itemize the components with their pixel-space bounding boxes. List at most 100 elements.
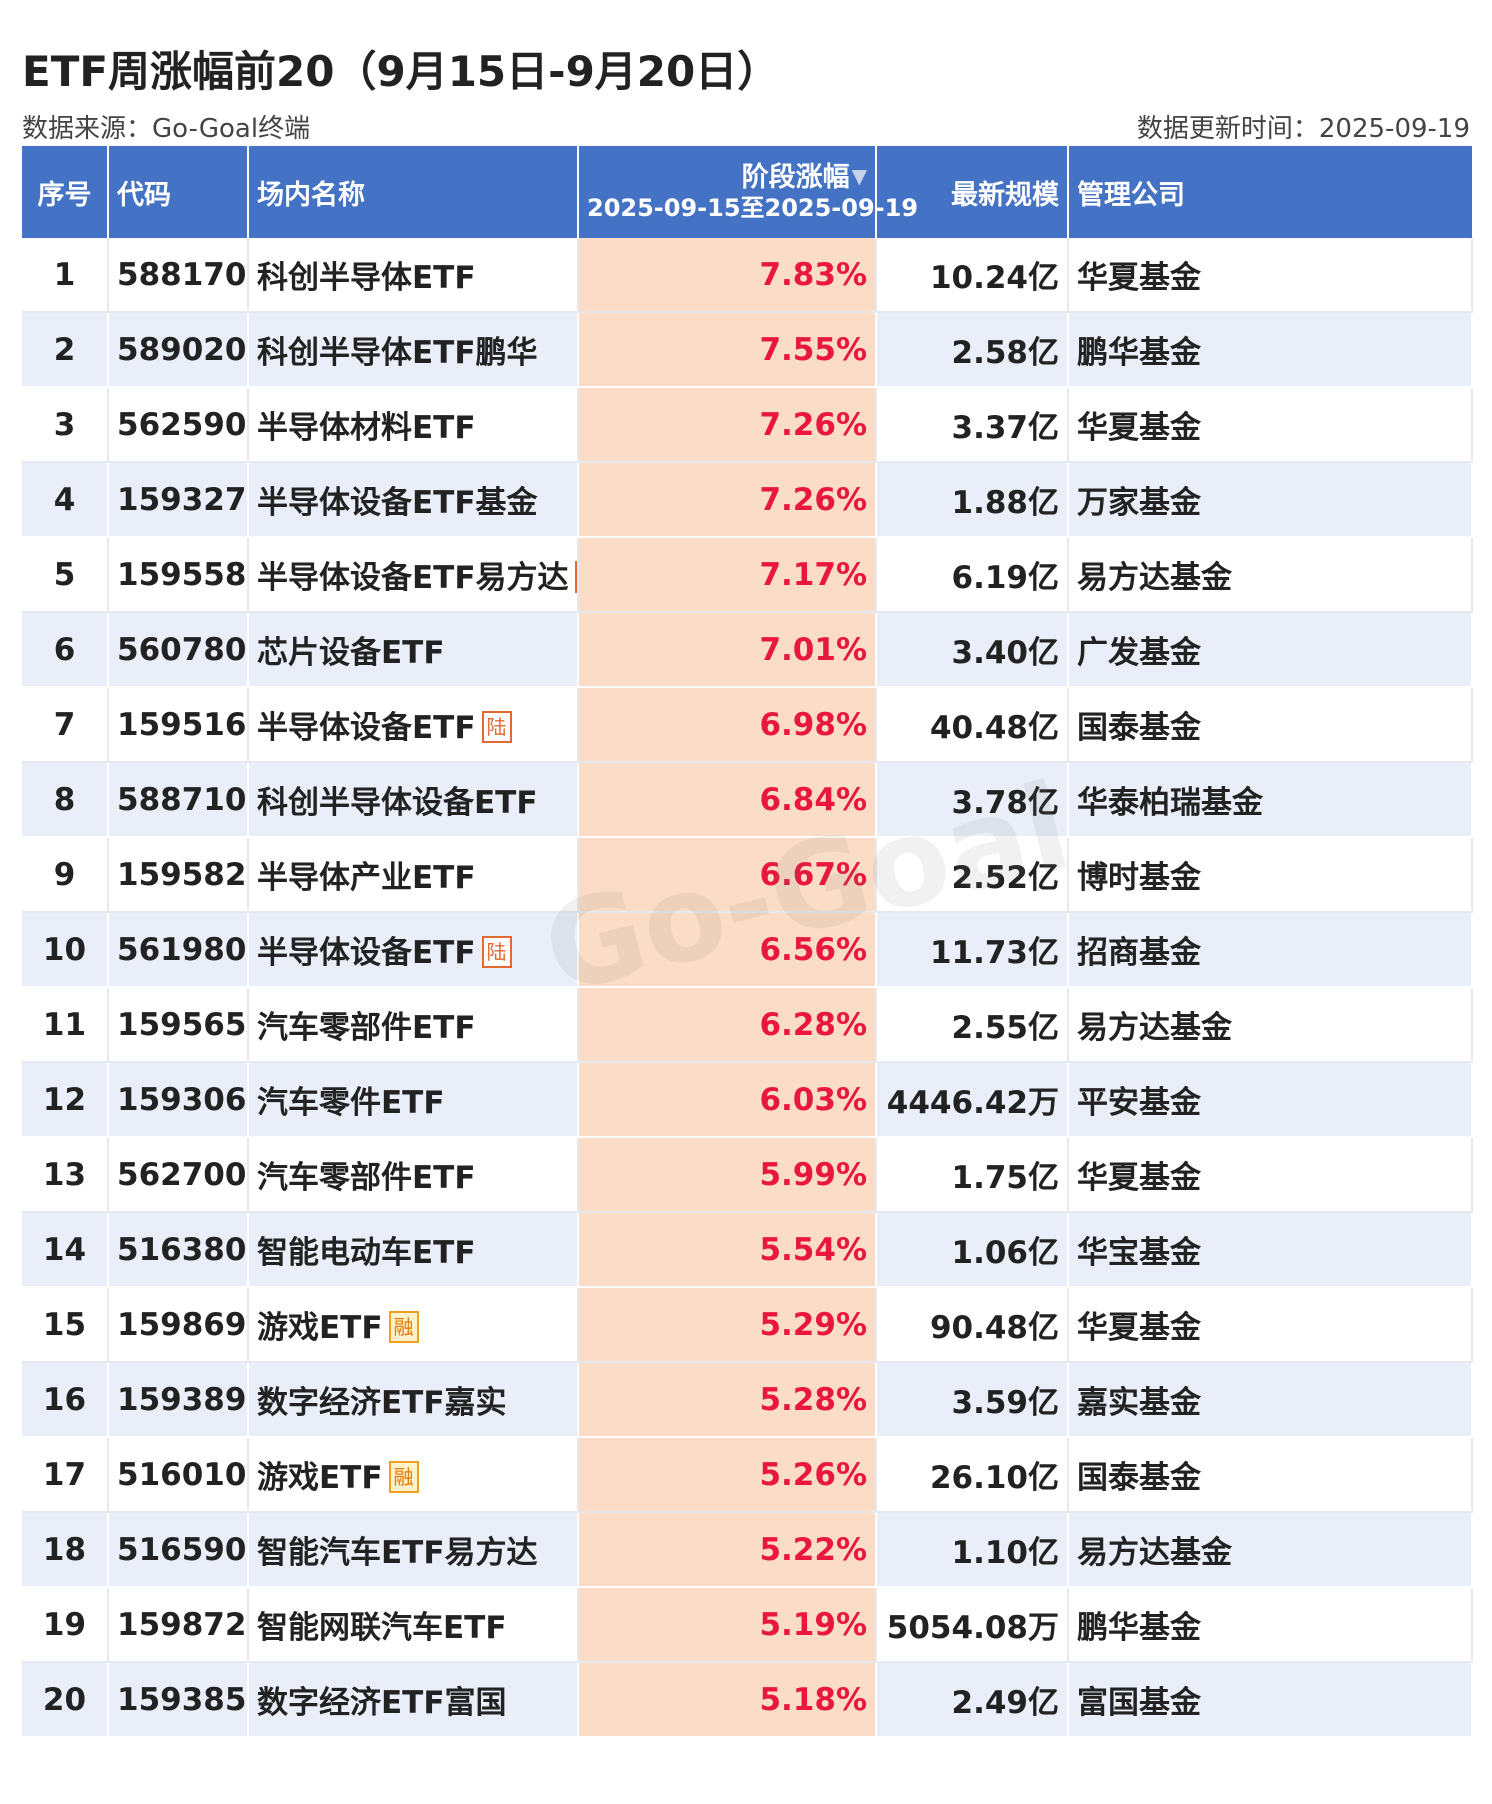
table-row[interactable]: 20 159385 数字经济ETF富国 5.18% 2.49亿 富国基金: [22, 1662, 1473, 1738]
table-row[interactable]: 2 589020 科创半导体ETF鹏华 7.55% 2.58亿 鹏华基金: [22, 312, 1473, 388]
rank-cell: 16: [22, 1362, 109, 1438]
rank-cell: 10: [22, 912, 109, 988]
scale-cell: 2.52亿: [876, 837, 1069, 913]
code-cell: 562700: [108, 1137, 249, 1213]
scale-cell: 4446.42万: [876, 1062, 1069, 1138]
table-row[interactable]: 9 159582 半导体产业ETF 6.67% 2.52亿 博时基金: [22, 837, 1473, 913]
manager-cell: 华夏基金: [1068, 387, 1473, 463]
rank-cell: 12: [22, 1062, 109, 1138]
scale-cell: 2.58亿: [876, 312, 1069, 388]
table-row[interactable]: 12 159306 汽车零件ETF 6.03% 4446.42万 平安基金: [22, 1062, 1473, 1138]
update-time: 数据更新时间：2025-09-19: [1136, 114, 1470, 144]
code-cell: 159385: [108, 1662, 249, 1738]
pct-cell: 7.26%: [578, 462, 877, 538]
column-header-code[interactable]: 代码: [108, 146, 249, 238]
pct-cell: 7.26%: [578, 387, 877, 463]
pct-cell: 6.67%: [578, 837, 877, 913]
fund-name: 数字经济ETF嘉实: [257, 1385, 507, 1421]
table-row[interactable]: 6 560780 芯片设备ETF 7.01% 3.40亿 广发基金: [22, 612, 1473, 688]
scale-cell: 2.55亿: [876, 987, 1069, 1063]
fund-name: 数字经济ETF富国: [257, 1685, 507, 1721]
table-row[interactable]: 10 561980 半导体设备ETF 陆 6.56% 11.73亿 招商基金: [22, 912, 1473, 988]
scale-cell: 40.48亿: [876, 687, 1069, 763]
pct-cell: 7.01%: [578, 612, 877, 688]
table-row[interactable]: 8 588710 科创半导体设备ETF 6.84% 3.78亿 华泰柏瑞基金: [22, 762, 1473, 838]
name-cell: 半导体设备ETF基金: [248, 462, 579, 538]
column-header-period[interactable]: 阶段涨幅 ▼ 2025-09-15至2025-09-19: [578, 146, 918, 238]
connect-badge: 陆: [574, 561, 576, 593]
scale-cell: 6.19亿: [876, 537, 1069, 613]
rank-cell: 17: [22, 1437, 109, 1513]
scale-cell: 10.24亿: [876, 238, 1069, 313]
manager-cell: 富国基金: [1068, 1662, 1473, 1738]
column-header-name[interactable]: 场内名称: [248, 146, 579, 238]
manager-cell: 易方达基金: [1068, 987, 1473, 1063]
fund-name: 游戏ETF: [257, 1310, 383, 1346]
column-header-scale[interactable]: 最新规模: [876, 146, 1069, 238]
table-row[interactable]: 4 159327 半导体设备ETF基金 7.26% 1.88亿 万家基金: [22, 462, 1473, 538]
pct-cell: 5.22%: [578, 1512, 877, 1588]
rank-cell: 4: [22, 462, 109, 538]
table-row[interactable]: 14 516380 智能电动车ETF 5.54% 1.06亿 华宝基金: [22, 1212, 1473, 1288]
fund-name: 汽车零部件ETF: [257, 1010, 476, 1046]
table-row[interactable]: 18 516590 智能汽车ETF易方达 5.22% 1.10亿 易方达基金: [22, 1512, 1473, 1588]
manager-cell: 华宝基金: [1068, 1212, 1473, 1288]
pct-cell: 7.17%: [578, 537, 877, 613]
pct-cell: 6.98%: [578, 687, 877, 763]
code-cell: 159327: [108, 462, 249, 538]
manager-cell: 万家基金: [1068, 462, 1473, 538]
pct-cell: 7.83%: [578, 238, 877, 313]
fund-name: 芯片设备ETF: [257, 635, 445, 671]
scale-cell: 1.88亿: [876, 462, 1069, 538]
table-row[interactable]: 15 159869 游戏ETF 融 5.29% 90.48亿 华夏基金: [22, 1287, 1473, 1363]
code-cell: 516380: [108, 1212, 249, 1288]
table-row[interactable]: 17 516010 游戏ETF 融 5.26% 26.10亿 国泰基金: [22, 1437, 1473, 1513]
name-cell: 科创半导体ETF: [248, 238, 579, 313]
code-cell: 588170: [108, 238, 249, 313]
scale-cell: 26.10亿: [876, 1437, 1069, 1513]
code-cell: 516010: [108, 1437, 249, 1513]
manager-cell: 华夏基金: [1068, 1137, 1473, 1213]
name-cell: 游戏ETF 融: [248, 1437, 579, 1513]
manager-cell: 易方达基金: [1068, 1512, 1473, 1588]
table-row[interactable]: 16 159389 数字经济ETF嘉实 5.28% 3.59亿 嘉实基金: [22, 1362, 1473, 1438]
pct-cell: 5.29%: [578, 1287, 877, 1363]
name-cell: 汽车零部件ETF: [248, 987, 579, 1063]
name-cell: 半导体产业ETF: [248, 837, 579, 913]
name-cell: 数字经济ETF嘉实: [248, 1362, 579, 1438]
scale-cell: 1.10亿: [876, 1512, 1069, 1588]
table-row[interactable]: 19 159872 智能网联汽车ETF 5.19% 5054.08万 鹏华基金: [22, 1587, 1473, 1663]
pct-cell: 7.55%: [578, 312, 877, 388]
code-cell: 159306: [108, 1062, 249, 1138]
table-header-row: 序号 代码 场内名称 阶段涨幅 ▼ 2025-09-15至2025-09-19 最…: [22, 146, 1472, 238]
code-cell: 588710: [108, 762, 249, 838]
manager-cell: 博时基金: [1068, 837, 1473, 913]
rank-cell: 8: [22, 762, 109, 838]
code-cell: 560780: [108, 612, 249, 688]
sort-desc-icon[interactable]: ▼: [851, 164, 867, 188]
name-cell: 游戏ETF 融: [248, 1287, 579, 1363]
table-row[interactable]: 11 159565 汽车零部件ETF 6.28% 2.55亿 易方达基金: [22, 987, 1473, 1063]
scale-cell: 3.37亿: [876, 387, 1069, 463]
margin-trading-badge: 融: [388, 1461, 419, 1493]
table-row[interactable]: 1 588170 科创半导体ETF 7.83% 10.24亿 华夏基金: [22, 238, 1473, 313]
manager-cell: 嘉实基金: [1068, 1362, 1473, 1438]
code-cell: 159558: [108, 537, 249, 613]
margin-trading-badge: 融: [388, 1311, 419, 1343]
column-header-manager[interactable]: 管理公司: [1068, 146, 1472, 238]
fund-name: 游戏ETF: [257, 1460, 383, 1496]
page-title: ETF周涨幅前20（9月15日-9月20日）: [22, 47, 780, 96]
table-row[interactable]: 7 159516 半导体设备ETF 陆 6.98% 40.48亿 国泰基金: [22, 687, 1473, 763]
table-row[interactable]: 13 562700 汽车零部件ETF 5.99% 1.75亿 华夏基金: [22, 1137, 1473, 1213]
etf-ranking-table: 序号 代码 场内名称 阶段涨幅 ▼ 2025-09-15至2025-09-19 最…: [22, 146, 1473, 1738]
table-row[interactable]: 3 562590 半导体材料ETF 7.26% 3.37亿 华夏基金: [22, 387, 1473, 463]
column-header-rank[interactable]: 序号: [22, 146, 109, 238]
fund-name: 半导体设备ETF基金: [257, 485, 538, 521]
code-cell: 589020: [108, 312, 249, 388]
table-body: 1 588170 科创半导体ETF 7.83% 10.24亿 华夏基金 2 589020 科创半…: [22, 238, 1473, 1738]
manager-cell: 广发基金: [1068, 612, 1473, 688]
fund-name: 半导体设备ETF易方达: [257, 560, 569, 596]
scale-cell: 3.40亿: [876, 612, 1069, 688]
fund-name: 汽车零件ETF: [257, 1085, 445, 1121]
